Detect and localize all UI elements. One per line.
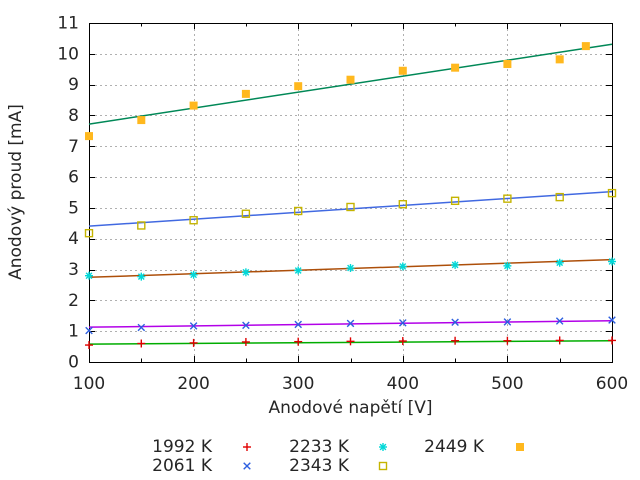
legend-label-1992K: 1992 K: [152, 437, 213, 457]
data-point-2343K: [607, 188, 617, 198]
data-point-2061K: [503, 318, 512, 326]
y-tick-label: 10: [57, 44, 79, 64]
data-point-2233K: [346, 264, 355, 273]
x-tick-label: 300: [282, 374, 314, 394]
data-point-2449K: [346, 75, 355, 84]
data-point-2449K: [85, 132, 93, 141]
x-tick-label: 500: [491, 374, 523, 394]
data-point-2233K: [137, 272, 146, 281]
legend-marker-2343K: [378, 461, 388, 471]
data-point-2061K: [346, 319, 355, 328]
y-axis-title: Anodový proud [mA]: [6, 104, 26, 280]
data-point-2343K: [137, 221, 146, 230]
data-point-2061K: [137, 323, 146, 332]
data-point-2343K: [503, 194, 512, 203]
y-tick-label: 7: [68, 137, 79, 157]
data-point-2233K: [555, 258, 564, 267]
x-tick-label: 400: [387, 374, 419, 394]
y-tick-label: 5: [68, 198, 79, 218]
y-tick-label: 6: [68, 168, 79, 188]
data-point-2061K: [189, 322, 198, 330]
data-point-1992K: [85, 341, 93, 350]
y-tick-label: 11: [57, 14, 79, 34]
data-point-1992K: [189, 338, 198, 347]
data-point-2449K: [503, 59, 512, 68]
data-point-2061K: [242, 321, 250, 330]
data-point-2233K: [294, 266, 303, 275]
legend-label-2343K: 2343 K: [289, 456, 350, 476]
data-point-2061K: [451, 318, 459, 327]
legend-label-2233K: 2233 K: [289, 437, 350, 457]
data-point-2343K: [294, 206, 303, 216]
data-point-1992K: [555, 336, 564, 345]
legend-label-2061K: 2061 K: [152, 456, 213, 476]
y-tick-label: 8: [68, 106, 79, 126]
data-point-2061K: [555, 317, 564, 325]
data-point-1992K: [451, 336, 460, 345]
data-point-2233K: [241, 268, 250, 277]
data-point-2449K: [581, 42, 590, 51]
y-tick-label: 4: [68, 229, 79, 249]
data-point-2343K: [450, 196, 460, 206]
plot-border: [89, 23, 613, 363]
data-point-2449K: [137, 116, 146, 125]
data-point-2449K: [555, 55, 564, 64]
data-point-2343K: [346, 202, 355, 212]
data-point-2061K: [608, 316, 616, 324]
data-point-2233K: [85, 271, 93, 280]
fit-line-2449K: [88, 43, 613, 125]
data-point-1992K: [346, 337, 355, 346]
data-point-2343K: [84, 228, 94, 238]
data-point-2061K: [399, 319, 407, 327]
x-tick-label: 600: [596, 374, 628, 394]
data-point-2449K: [241, 89, 250, 98]
data-point-1992K: [503, 336, 512, 345]
data-point-2449K: [451, 63, 460, 72]
data-point-2233K: [608, 257, 616, 266]
y-tick-label: 9: [68, 75, 79, 95]
data-point-2233K: [503, 261, 512, 270]
data-point-2343K: [241, 209, 251, 218]
data-point-2449K: [398, 66, 407, 75]
data-point-1992K: [398, 337, 407, 346]
data-point-2343K: [398, 200, 407, 209]
legend-label-2449K: 2449 K: [424, 437, 485, 457]
legend-marker-2233K: [379, 443, 387, 451]
data-point-1992K: [137, 339, 146, 348]
legend-marker-2449K: [516, 443, 524, 451]
x-tick-label: 200: [177, 374, 209, 394]
data-point-1992K: [294, 337, 303, 346]
data-point-2343K: [555, 192, 564, 202]
data-point-2233K: [189, 270, 198, 279]
x-tick-label: 100: [73, 374, 105, 394]
data-point-2449K: [294, 82, 303, 91]
y-tick-label: 3: [68, 260, 79, 280]
x-axis-title: Anodové napětí [V]: [268, 398, 432, 418]
legend-marker-2061K: [243, 462, 251, 470]
y-tick-label: 1: [68, 322, 79, 342]
y-tick-label: 2: [68, 291, 79, 311]
data-point-2233K: [398, 262, 407, 271]
legend-marker-1992K: [243, 443, 251, 451]
data-point-1992K: [241, 337, 250, 346]
data-point-2061K: [294, 320, 302, 329]
fit-line-2343K: [88, 190, 613, 227]
data-point-2061K: [85, 326, 93, 335]
data-point-2343K: [189, 216, 198, 225]
y-tick-label: 0: [68, 353, 79, 373]
data-point-2449K: [189, 101, 198, 110]
data-point-2233K: [451, 260, 460, 269]
data-point-1992K: [608, 336, 616, 345]
